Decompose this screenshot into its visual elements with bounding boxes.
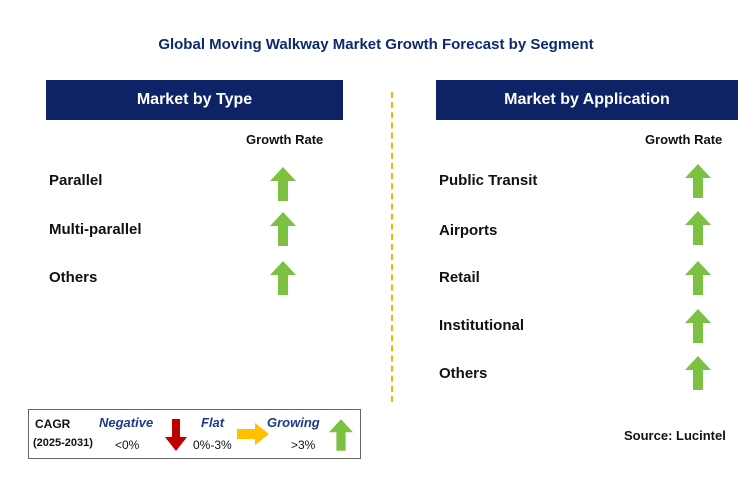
- panel-divider: [391, 92, 393, 402]
- legend-negative-label: Negative: [99, 415, 154, 430]
- cagr-legend: CAGR (2025-2031) Negative <0% Flat 0%-3%…: [28, 409, 361, 459]
- growth-up-arrow-icon: [685, 164, 711, 198]
- right-growth-rate-label: Growth Rate: [645, 132, 723, 147]
- growth-up-arrow-icon: [685, 309, 711, 343]
- growing-up-arrow-icon: [329, 419, 353, 451]
- legend-cagr-label: CAGR: [35, 417, 71, 431]
- growth-up-arrow-icon: [270, 261, 296, 295]
- legend-growing-label: Growing: [267, 415, 320, 430]
- application-item-others: Others: [439, 365, 488, 382]
- growth-up-arrow-icon: [685, 261, 711, 295]
- growth-up-arrow-icon: [270, 212, 296, 246]
- legend-negative-range: <0%: [115, 438, 140, 452]
- growth-up-arrow-icon: [685, 211, 711, 245]
- source-note: Source: Lucintel: [624, 428, 726, 443]
- type-item-others: Others: [49, 269, 98, 286]
- legend-period-label: (2025-2031): [33, 437, 93, 449]
- market-by-type-header: Market by Type: [46, 80, 343, 120]
- page-title: Global Moving Walkway Market Growth Fore…: [158, 36, 594, 53]
- application-item-public-transit: Public Transit: [439, 172, 538, 189]
- legend-growing-range: >3%: [291, 438, 316, 452]
- application-item-retail: Retail: [439, 269, 480, 286]
- application-item-airports: Airports: [439, 222, 498, 239]
- growth-up-arrow-icon: [685, 356, 711, 390]
- growth-up-arrow-icon: [270, 167, 296, 201]
- legend-flat-range: 0%-3%: [193, 438, 232, 452]
- negative-down-arrow-icon: [165, 419, 187, 451]
- application-item-institutional: Institutional: [439, 317, 524, 334]
- type-item-multi-parallel: Multi-parallel: [49, 221, 142, 238]
- left-growth-rate-label: Growth Rate: [246, 132, 324, 147]
- flat-right-arrow-icon: [237, 423, 269, 445]
- legend-flat-label: Flat: [201, 415, 225, 430]
- type-item-parallel: Parallel: [49, 172, 103, 189]
- market-by-application-header: Market by Application: [436, 80, 738, 120]
